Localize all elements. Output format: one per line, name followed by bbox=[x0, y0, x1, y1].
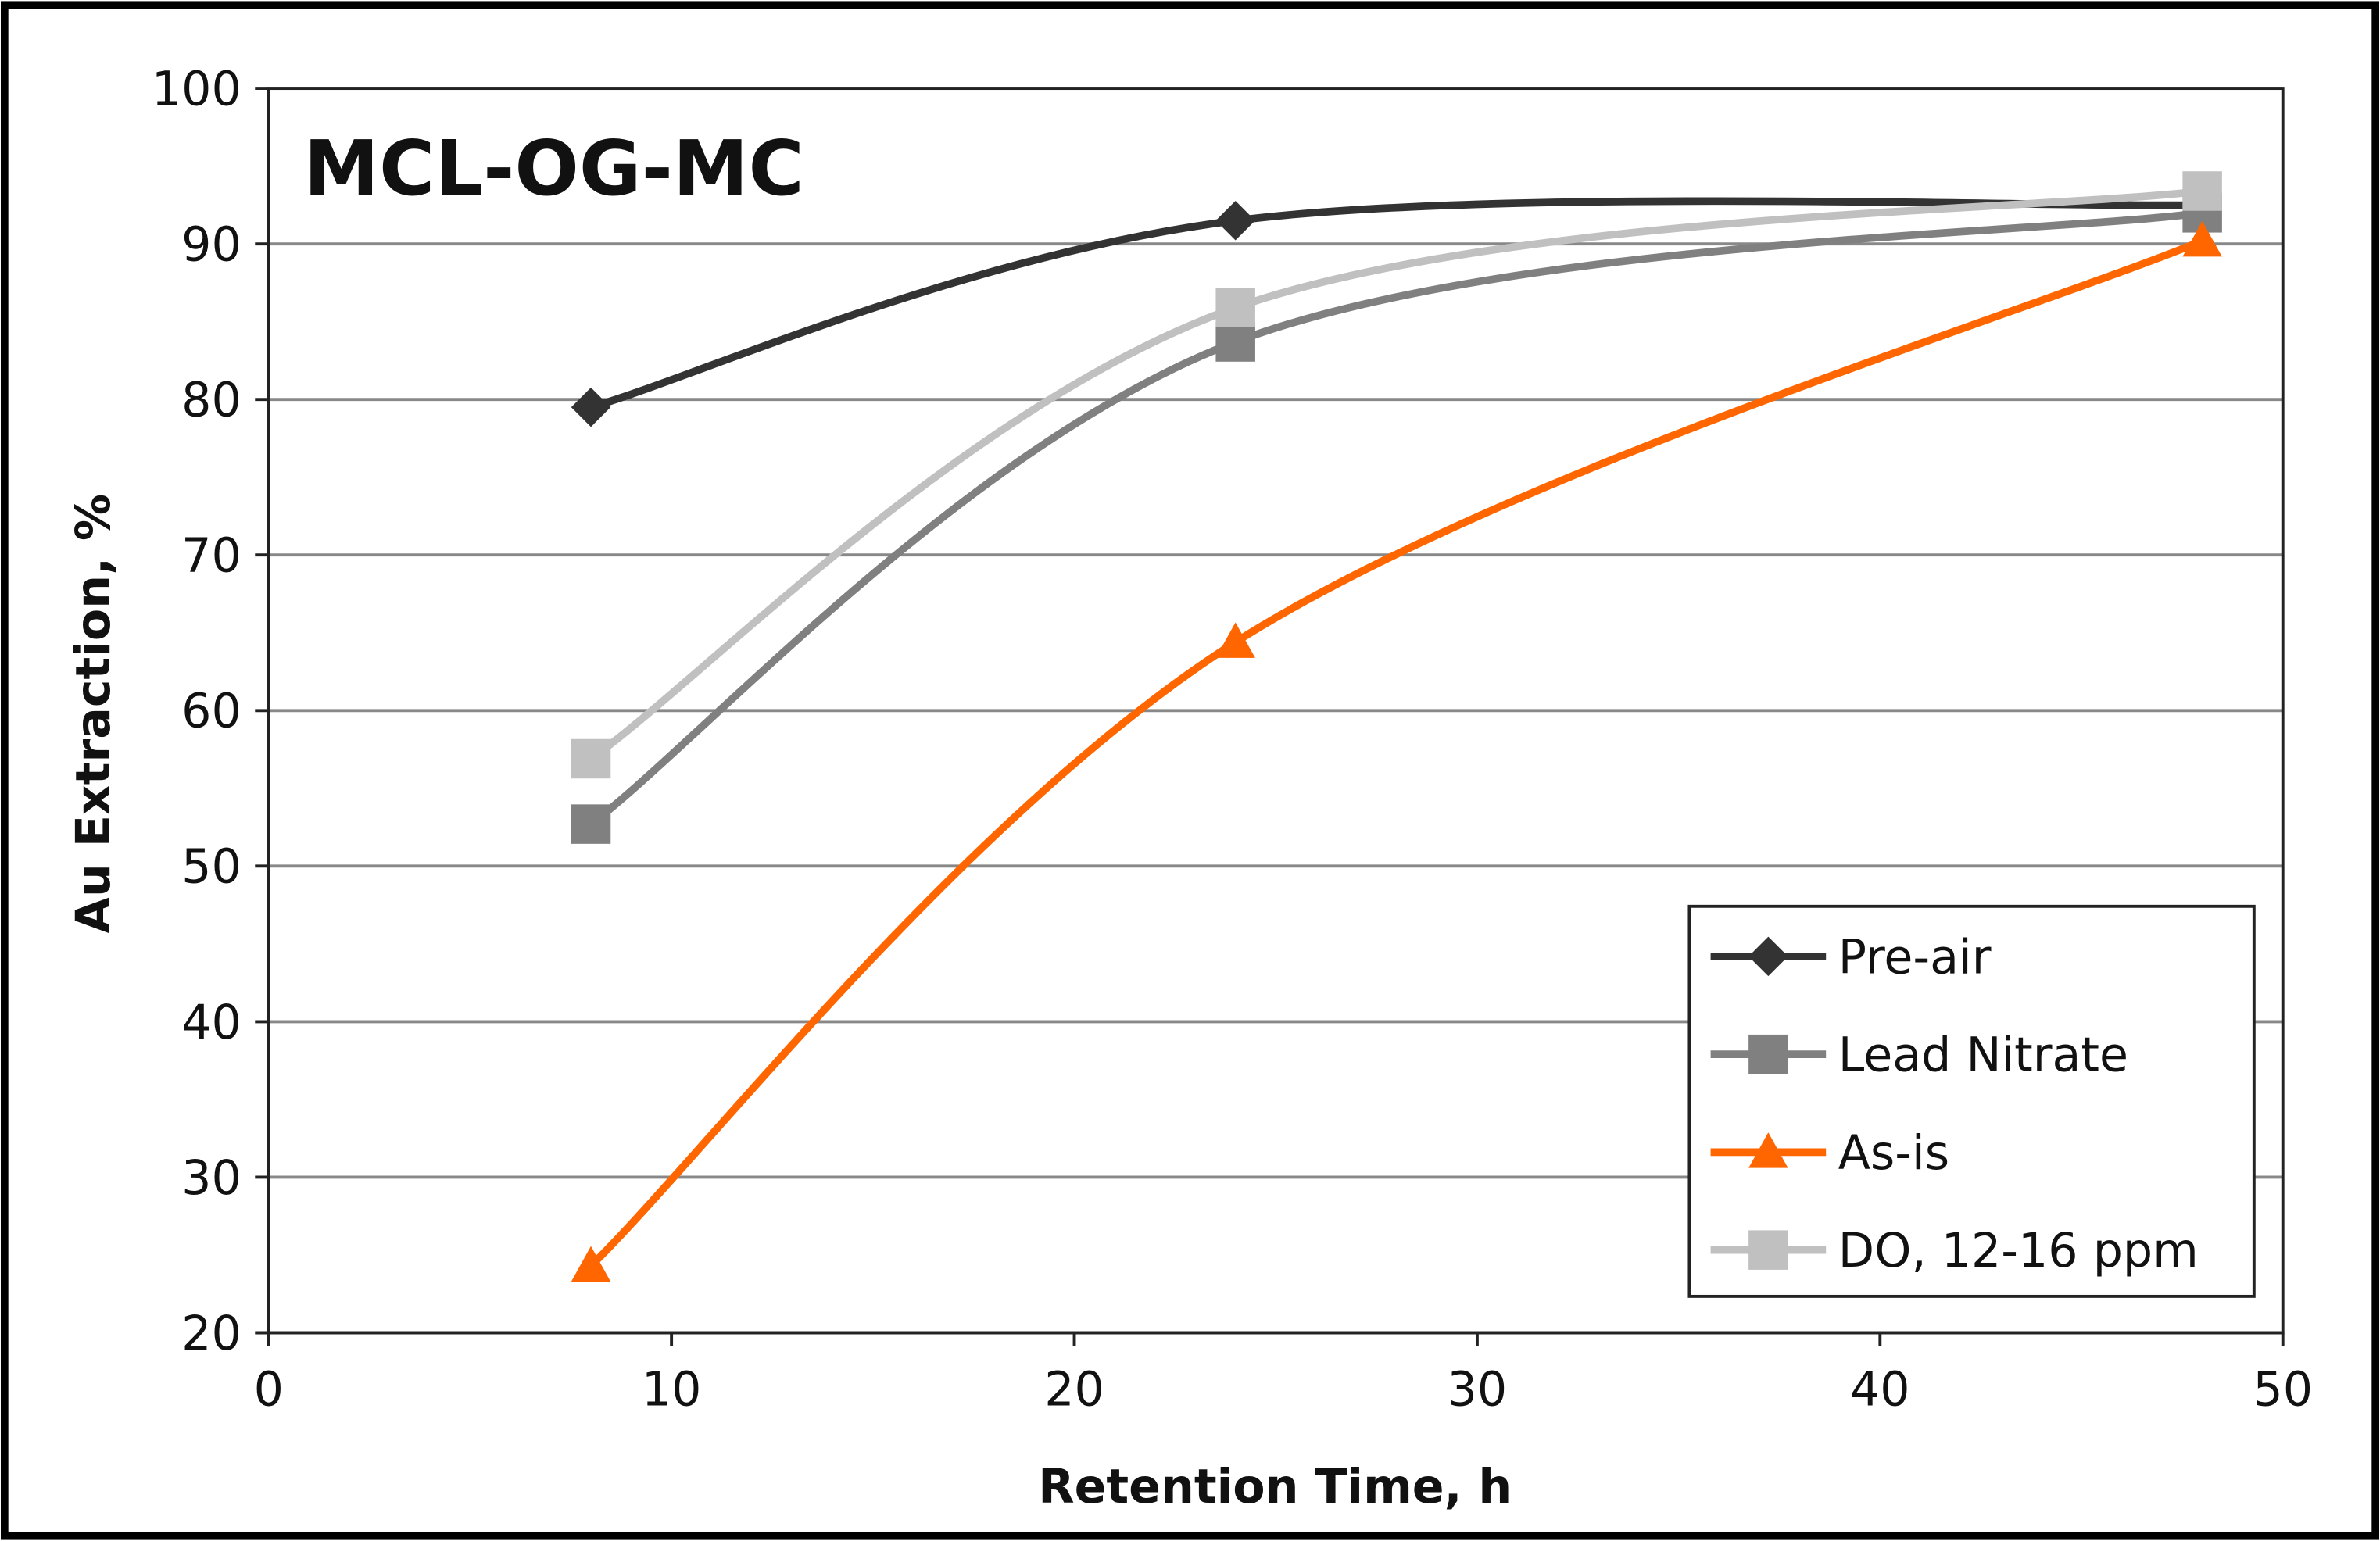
y-tick-label: 80 bbox=[181, 374, 242, 428]
x-tick-label: 10 bbox=[642, 1363, 702, 1418]
legend-label: As-is bbox=[1838, 1126, 1949, 1181]
y-tick-label: 100 bbox=[152, 62, 242, 116]
data-point bbox=[1215, 288, 1255, 327]
legend-label: Pre-air bbox=[1838, 930, 1992, 985]
y-tick-label: 20 bbox=[181, 1307, 242, 1361]
y-tick-label: 40 bbox=[181, 996, 242, 1050]
y-tick-label: 90 bbox=[181, 218, 242, 273]
data-point bbox=[1215, 201, 1255, 241]
data-point bbox=[571, 738, 611, 779]
x-tick-label: 40 bbox=[1850, 1363, 1910, 1418]
data-point bbox=[571, 1246, 611, 1282]
legend-marker bbox=[1748, 1230, 1788, 1270]
data-point bbox=[1215, 622, 1255, 658]
x-tick-label: 30 bbox=[1448, 1363, 1508, 1418]
legend-label: Lead Nitrate bbox=[1838, 1028, 2128, 1083]
y-tick-label: 50 bbox=[181, 840, 242, 895]
y-axis-label: Au Extraction, % bbox=[66, 494, 121, 934]
y-tick-label: 70 bbox=[181, 529, 242, 584]
x-tick-label: 20 bbox=[1044, 1363, 1104, 1418]
x-tick-label: 50 bbox=[2253, 1363, 2313, 1418]
y-tick-label: 60 bbox=[181, 685, 242, 739]
data-point bbox=[571, 804, 611, 844]
plot-area bbox=[267, 87, 2285, 1335]
chart-title: MCL-OG-MC bbox=[303, 124, 803, 213]
legend-marker bbox=[1748, 1132, 1788, 1168]
data-point bbox=[2182, 171, 2222, 211]
y-tick-label: 30 bbox=[181, 1151, 242, 1206]
legend-marker bbox=[1748, 936, 1788, 977]
data-point bbox=[1215, 322, 1255, 362]
x-axis-label: Retention Time, h bbox=[1038, 1460, 1512, 1514]
legend-label: DO, 12-16 ppm bbox=[1838, 1224, 2199, 1278]
legend-marker bbox=[1748, 1034, 1788, 1074]
x-tick-label: 0 bbox=[254, 1363, 284, 1418]
data-point bbox=[2182, 220, 2222, 257]
